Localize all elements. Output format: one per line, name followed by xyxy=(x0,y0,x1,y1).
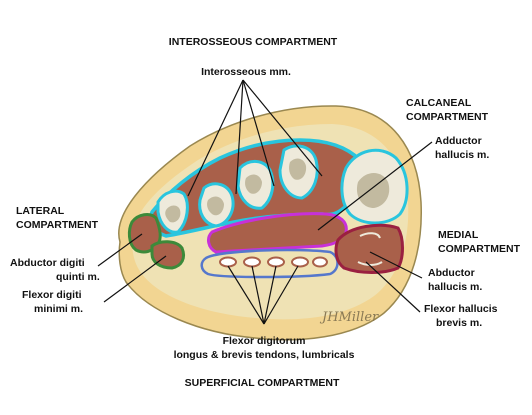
leader-flexor-digitorum-3 xyxy=(263,265,277,325)
leader-abductor-digiti xyxy=(97,233,143,267)
medial-compartment-label-2: COMPARTMENT xyxy=(438,243,521,255)
leader-flexor-digitorum-1 xyxy=(227,265,265,325)
tendon-2 xyxy=(243,256,261,268)
tendon-1 xyxy=(219,256,237,268)
lateral-compartment-label-2: COMPARTMENT xyxy=(16,219,99,231)
lateral-compartment-label-1: LATERAL xyxy=(16,205,65,217)
lateral-compartment xyxy=(127,213,186,270)
superficial-compartment-title: SUPERFICIAL COMPARTMENT xyxy=(185,377,340,389)
leader-lines xyxy=(97,79,433,325)
leader-adductor-hallucis xyxy=(317,141,433,231)
calcaneal-compartment-label-1: CALCANEAL xyxy=(406,97,472,109)
abductor-digiti-label-1: Abductor digiti xyxy=(10,257,85,269)
abductor-hallucis-label-2: hallucis m. xyxy=(428,281,482,293)
flexor-digiti-label-2: minimi m. xyxy=(34,303,83,315)
leader-flexor-digiti xyxy=(103,255,167,303)
medial-compartment xyxy=(334,223,404,274)
leader-interosseous-4 xyxy=(242,79,323,177)
leader-interosseous-3 xyxy=(242,79,275,187)
metatarsal-3 xyxy=(198,182,235,228)
superficial-compartment xyxy=(200,248,339,279)
adductor-hallucis-label-1: Adductor xyxy=(435,135,482,147)
leader-flexor-hallucis xyxy=(365,261,421,313)
flexor-digitorum-label-1: Flexor digitorum xyxy=(223,335,306,347)
metatarsal-5 xyxy=(278,144,319,200)
flexor-digitorum-label-2: longus & brevis tendons, lumbricals xyxy=(174,349,355,361)
leader-interosseous-2 xyxy=(235,79,244,195)
interosseous-compartment-title: INTEROSSEOUS COMPARTMENT xyxy=(169,36,338,48)
leader-abductor-hallucis xyxy=(369,251,423,279)
flexor-hallucis-label-2: brevis m. xyxy=(436,317,482,329)
artist-signature: JHMiller xyxy=(319,310,379,325)
flexor-hallucis-label-1: Flexor hallucis xyxy=(424,303,498,315)
leader-flexor-digitorum-2 xyxy=(251,265,265,325)
calcaneal-compartment-label-2: COMPARTMENT xyxy=(406,111,489,123)
tendon-5 xyxy=(312,256,328,268)
medial-compartment-label-1: MEDIAL xyxy=(438,229,479,241)
abductor-hallucis-label-1: Abductor xyxy=(428,267,475,279)
metatarsal-4 xyxy=(236,160,275,210)
tendon-4 xyxy=(291,256,309,268)
abductor-digiti-label-2: quinti m. xyxy=(56,271,100,283)
metatarsal-2 xyxy=(156,189,189,234)
leader-flexor-digitorum-4 xyxy=(263,265,299,325)
interosseous-mm-label: Interosseous mm. xyxy=(201,66,291,78)
adductor-hallucis-label-2: hallucis m. xyxy=(435,149,489,161)
leader-interosseous-1 xyxy=(187,79,244,197)
flexor-digiti-label-1: Flexor digiti xyxy=(22,289,82,301)
tendon-3 xyxy=(267,256,285,268)
